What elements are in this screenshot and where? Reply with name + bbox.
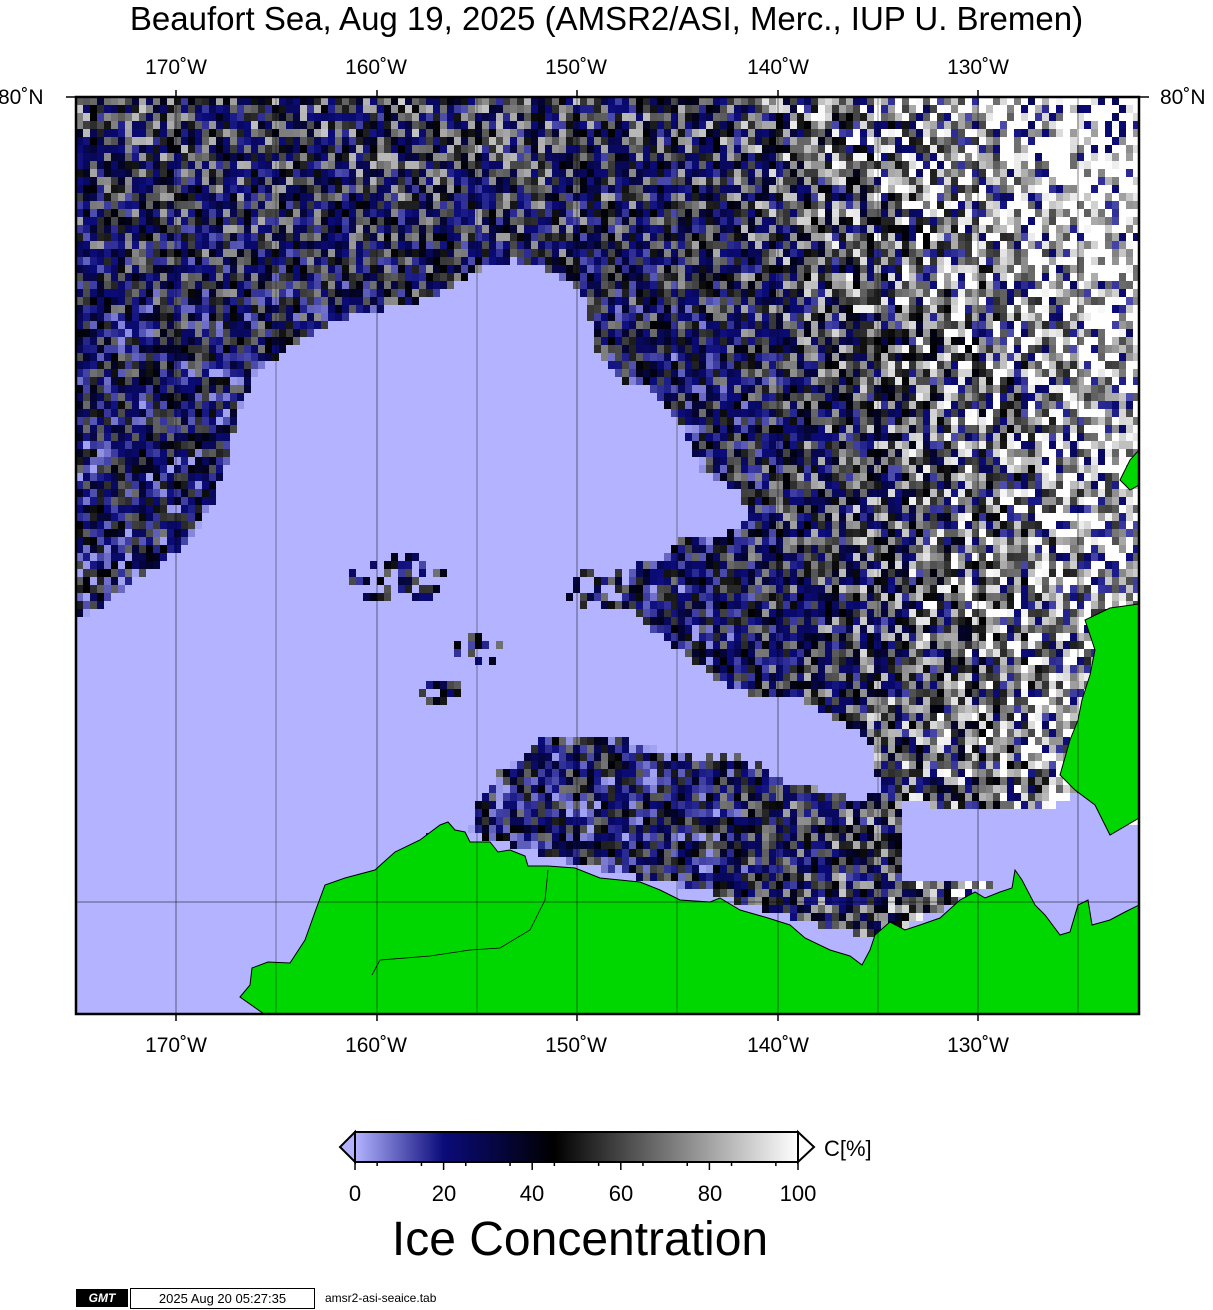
colorbar-low-triangle	[338, 1129, 356, 1165]
colorbar-tick-0: 0	[348, 1181, 362, 1206]
gmt-logo: GMT	[76, 1289, 128, 1307]
colorbar-tick-100: 100	[779, 1181, 817, 1206]
lon-label-bottom-130w: 130˚W	[947, 1034, 1009, 1057]
map-frame	[74, 95, 1141, 1016]
source-table: amsr2-asi-seaice.tab	[325, 1291, 437, 1305]
lon-label-bottom-170w: 170˚W	[145, 1034, 207, 1057]
colorbar-high-triangle	[797, 1129, 816, 1165]
lat-label-right-80n: 80˚N	[1160, 86, 1206, 109]
timestamp: 2025 Aug 20 05:27:35	[130, 1288, 315, 1309]
colorbar-tick-40: 40	[519, 1181, 545, 1206]
lon-label-bottom-150w: 150˚W	[545, 1034, 607, 1057]
colorbar-unit: C[%]	[824, 1136, 872, 1161]
colorbar-bar	[354, 1131, 799, 1163]
lon-label-bottom-160w: 160˚W	[345, 1034, 407, 1057]
colorbar-title: Ice Concentration	[391, 1213, 769, 1266]
colorbar-tick-20: 20	[431, 1181, 457, 1206]
alaska-landmass	[239, 821, 1139, 1014]
lon-label-top-130w: 130˚W	[947, 56, 1009, 79]
lon-label-bottom-140w: 140˚W	[747, 1034, 809, 1057]
lon-label-top-160w: 160˚W	[345, 56, 407, 79]
colorbar-ticks	[354, 1162, 799, 1170]
lat-label-left-80n: 80˚N	[0, 86, 44, 109]
lon-label-top-150w: 150˚W	[545, 56, 607, 79]
lon-label-top-170w: 170˚W	[145, 56, 207, 79]
sea-ice-field	[76, 97, 1139, 937]
lon-label-top-140w: 140˚W	[747, 56, 809, 79]
frame-ticks	[66, 90, 1149, 1021]
canada-landmass	[1059, 603, 1139, 836]
map-title: Beaufort Sea, Aug 19, 2025 (AMSR2/ASI, M…	[129, 0, 1084, 37]
island-landmass	[1119, 449, 1139, 491]
colorbar-tick-60: 60	[608, 1181, 634, 1206]
graticule-lines	[76, 97, 1139, 1014]
colorbar-tick-80: 80	[697, 1181, 723, 1206]
admin-boundary-line	[371, 869, 549, 976]
